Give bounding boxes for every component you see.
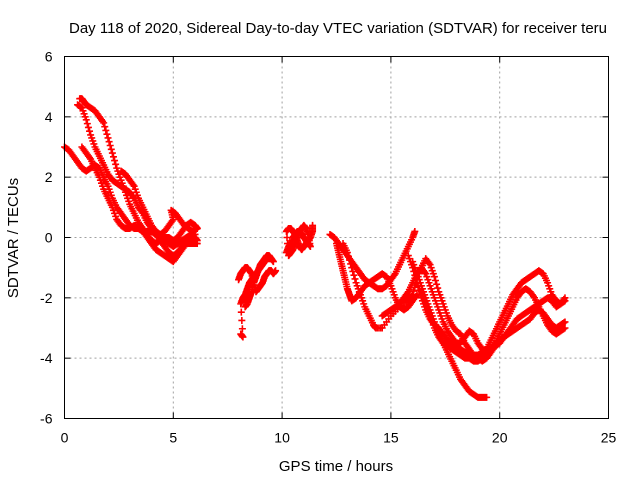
data-point-marker — [238, 316, 246, 324]
y-tick-label: -2 — [40, 290, 53, 306]
y-tick-label: 2 — [45, 169, 53, 185]
data-point-marker — [284, 246, 292, 254]
data-point-marker — [104, 134, 112, 142]
data-point-marker — [238, 325, 246, 333]
data-point-marker — [561, 294, 569, 302]
data-point-marker — [434, 284, 442, 292]
data-point-marker — [112, 160, 120, 168]
data-point-marker — [284, 240, 292, 248]
data-point-marker — [430, 273, 438, 281]
y-tick-label: 6 — [45, 49, 53, 65]
data-point-marker — [349, 267, 357, 275]
data-point-marker — [425, 259, 433, 267]
data-point-marker — [100, 119, 108, 127]
data-point-marker — [269, 258, 277, 266]
x-tick-labels: 0 5 10 15 20 25 — [61, 430, 617, 446]
data-point-marker — [344, 252, 352, 260]
data-point-marker — [111, 157, 119, 165]
chart-title: Day 118 of 2020, Sidereal Day-to-day VTE… — [69, 20, 607, 37]
series-track-o — [417, 285, 569, 365]
x-tick-label: 10 — [274, 430, 290, 446]
data-point-marker — [421, 268, 429, 276]
data-point-marker — [390, 271, 398, 279]
data-point-marker — [239, 333, 247, 341]
x-tick-label: 15 — [383, 430, 399, 446]
data-point-marker — [83, 120, 91, 128]
data-point-marker — [86, 154, 94, 162]
x-tick-label: 20 — [492, 430, 508, 446]
y-tick-label: 0 — [45, 230, 53, 246]
data-point-marker — [347, 260, 355, 268]
data-point-marker — [82, 116, 90, 124]
data-point-marker — [414, 283, 422, 291]
data-point-marker — [129, 193, 137, 201]
data-point-marker — [103, 130, 111, 138]
data-point-marker — [105, 138, 113, 146]
series-track-p — [378, 264, 569, 356]
data-point-marker — [403, 289, 411, 297]
data-point-marker — [350, 271, 358, 279]
data-point-marker — [108, 149, 116, 157]
data-points — [61, 95, 569, 401]
data-point-marker — [343, 249, 351, 257]
data-point-marker — [109, 153, 117, 161]
data-point-marker — [99, 117, 107, 125]
data-point-marker — [86, 127, 94, 135]
x-tick-label: 0 — [61, 430, 69, 446]
data-point-marker — [348, 264, 356, 272]
data-point-marker — [346, 256, 354, 264]
data-point-marker — [408, 292, 416, 300]
data-point-marker — [409, 264, 417, 272]
data-point-marker — [411, 227, 419, 235]
series-track-h — [241, 252, 277, 311]
data-point-marker — [107, 145, 115, 153]
data-point-marker — [101, 123, 109, 131]
series-track-e — [117, 167, 201, 238]
data-point-marker — [129, 181, 137, 189]
data-point-marker — [560, 295, 568, 303]
data-point-marker — [309, 221, 317, 229]
y-tick-label: -4 — [40, 350, 53, 366]
data-point-marker — [193, 240, 201, 248]
x-tick-label: 5 — [169, 430, 177, 446]
series-track-d — [74, 101, 201, 260]
data-point-marker — [283, 234, 291, 241]
y-tick-labels: -6 -4 -2 0 2 4 6 — [40, 49, 53, 427]
data-point-marker — [529, 292, 537, 300]
data-point-marker — [102, 126, 110, 134]
y-tick-label: 4 — [45, 109, 53, 125]
data-point-marker — [272, 267, 280, 275]
data-point-marker — [483, 393, 491, 401]
x-axis-title: GPS time / hours — [279, 458, 393, 475]
data-point-marker — [285, 252, 293, 260]
x-tick-label: 25 — [601, 430, 617, 446]
data-point-marker — [351, 275, 359, 283]
data-point-marker — [237, 308, 245, 316]
data-point-marker — [106, 141, 114, 149]
data-point-marker — [561, 324, 569, 332]
series-track-k — [333, 240, 421, 314]
series-track-j — [326, 227, 419, 293]
data-point-marker — [193, 224, 201, 232]
data-point-marker — [433, 280, 441, 288]
y-axis-title: SDTVAR / TECUs — [5, 178, 22, 298]
data-point-marker — [432, 276, 440, 284]
series-track-i — [282, 221, 317, 260]
data-point-marker — [561, 318, 569, 326]
data-point-marker — [409, 291, 417, 299]
axis-ticks — [64, 56, 609, 419]
data-point-marker — [84, 123, 92, 131]
y-tick-label: -6 — [40, 411, 53, 427]
